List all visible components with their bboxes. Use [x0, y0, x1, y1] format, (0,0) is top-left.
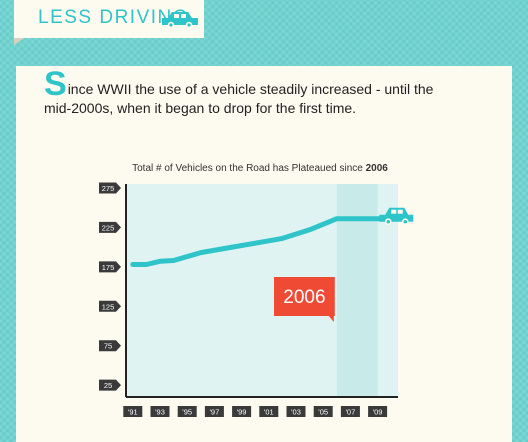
- y-tick-tag: [99, 379, 121, 391]
- x-tick-box: [368, 406, 388, 417]
- callout-label: 2006: [283, 287, 325, 308]
- y-tick-tag: [99, 300, 121, 312]
- x-tick-label: '05: [318, 408, 328, 417]
- x-tick-box: [150, 406, 170, 417]
- x-tick-box: [204, 406, 224, 417]
- y-tick-tag: [99, 261, 121, 273]
- x-tick-label: '99: [237, 408, 247, 417]
- car-icon: [162, 12, 198, 29]
- section-title: LESS DRIVING: [38, 7, 190, 28]
- x-tick-label: '93: [155, 408, 165, 417]
- vehicles-series-line: [130, 216, 398, 267]
- x-tick-label: '97: [210, 408, 220, 417]
- x-tick-box: [340, 406, 360, 417]
- car-icon: [379, 207, 414, 226]
- y-tick-label: 175: [102, 263, 115, 272]
- x-tick-box: [286, 406, 306, 417]
- highlight-band: [336, 184, 378, 397]
- x-tick-label: '01: [264, 408, 274, 417]
- y-tick-label: 225: [102, 223, 115, 232]
- y-tick-label: 275: [102, 184, 115, 193]
- chart-title-text: Total # of Vehicles on the Road has Plat…: [132, 163, 366, 174]
- x-tick-label: '07: [346, 408, 356, 417]
- intro-paragraph: Since WWII the use of a vehicle steadily…: [44, 67, 444, 118]
- y-tick-tag: [99, 340, 121, 352]
- y-tick-tag: [99, 221, 121, 233]
- x-tick-box: [177, 406, 197, 417]
- x-tick-label: '09: [373, 408, 383, 417]
- x-tick-label: '91: [128, 408, 138, 417]
- y-tick-label: 25: [104, 381, 112, 390]
- x-tick-label: '95: [182, 408, 192, 417]
- x-tick-box: [232, 406, 252, 417]
- x-tick-box: [313, 406, 333, 417]
- x-tick-label: '03: [291, 408, 301, 417]
- y-tick-label: 125: [102, 302, 115, 311]
- callout-2006: [274, 277, 335, 322]
- drop-cap: S: [44, 65, 67, 103]
- x-tick-box: [259, 406, 279, 417]
- x-tick-box: [123, 406, 143, 417]
- ribbon-fold: [14, 38, 24, 45]
- y-tick-label: 75: [104, 342, 112, 351]
- intro-text: ince WWII the use of a vehicle steadily …: [44, 81, 434, 116]
- chart-title-emphasis: 2006: [366, 163, 389, 174]
- y-tick-tag: [99, 182, 121, 194]
- chart-title: Total # of Vehicles on the Road has Plat…: [132, 163, 388, 174]
